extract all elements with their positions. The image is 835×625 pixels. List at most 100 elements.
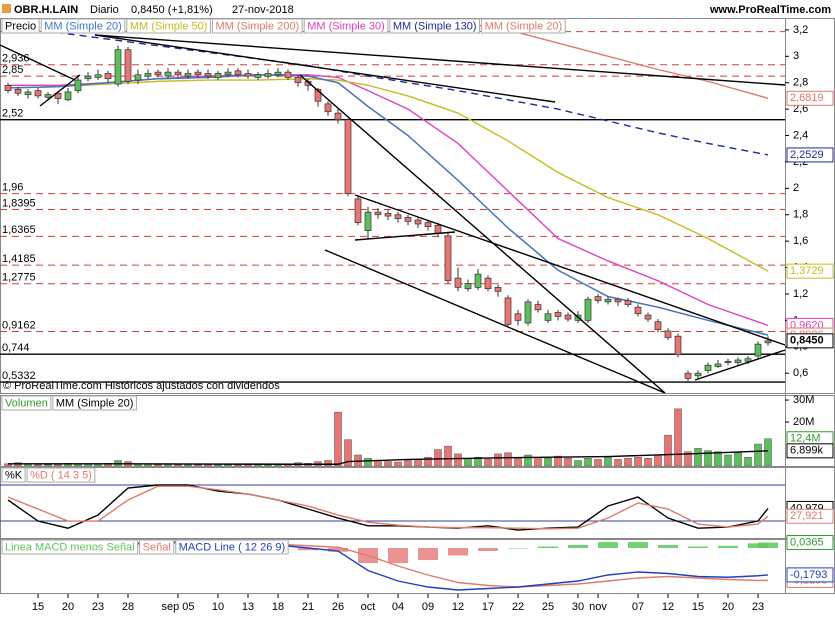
candle-body [654, 321, 662, 330]
trendline [354, 231, 456, 241]
y-tick-label: 30M [793, 394, 814, 406]
volume-bar [624, 458, 632, 466]
x-tick-label: 20 [722, 601, 734, 613]
volume-bar [494, 453, 502, 466]
volume-bar [514, 458, 522, 466]
candle-body [114, 49, 122, 85]
candle-body [274, 71, 282, 76]
candle-body [124, 49, 132, 82]
volume-bar [694, 448, 702, 466]
level-label: 2,936 [2, 53, 30, 65]
candle-body [354, 198, 362, 224]
y-tick-label: 0,6 [793, 367, 808, 379]
volume-bar [714, 451, 722, 466]
level-label: 0,5332 [2, 370, 36, 382]
y-tick-label: 2,8 [793, 77, 808, 89]
candle-body [294, 77, 302, 84]
value-label: 2,2529 [790, 149, 824, 161]
quote: 0,8450 (+1,81%) [131, 4, 213, 16]
volume-bar [194, 464, 202, 466]
candle-body [564, 314, 572, 320]
level-label: 1,2775 [2, 272, 36, 284]
volume-bar [644, 458, 652, 466]
volume-bar [574, 460, 582, 466]
candle-body [244, 73, 252, 77]
level-label: 1,6365 [2, 224, 36, 236]
candle-body [264, 73, 272, 77]
value-label-box [786, 147, 834, 163]
candle-body [204, 73, 212, 77]
candle-body [154, 71, 162, 76]
x-tick-label: 12 [452, 601, 464, 613]
series-line [7, 78, 769, 272]
legend-box [40, 18, 126, 34]
candle-body [464, 283, 472, 290]
legend-label: Señal [143, 541, 171, 553]
x-tick-label: nov [589, 601, 607, 613]
candle-body [514, 313, 522, 321]
candle-body [224, 71, 232, 76]
histogram-bar [418, 548, 438, 560]
histogram-bar [658, 545, 678, 548]
histogram-bar [388, 548, 408, 563]
candle-body [94, 74, 102, 78]
volume-bar [54, 464, 62, 466]
trendline [94, 34, 556, 103]
value-label-box [786, 333, 834, 349]
y-tick-label: 2,4 [793, 129, 808, 141]
x-tick-label: 23 [752, 601, 764, 613]
candle-body [534, 304, 542, 311]
candle-body [474, 273, 482, 288]
volume-bar [24, 463, 32, 466]
legend-label: Precio [5, 20, 36, 32]
candle-body [64, 91, 72, 101]
candle-body [104, 73, 112, 80]
chart-note: © ProRealTime.com Históricos ajustados c… [3, 380, 280, 392]
candle-body [54, 92, 62, 99]
legend-box [175, 539, 289, 555]
histogram-bar [628, 542, 648, 548]
legend-box [126, 18, 211, 34]
candle-body [394, 214, 402, 220]
legend-label: MM (Simple 200) [215, 20, 299, 32]
legend-label: MM (Simple 30) [307, 20, 385, 32]
legend-box [1, 18, 40, 34]
volume-bar [214, 464, 222, 466]
volume-panel [4, 408, 772, 466]
volume-bar [704, 450, 712, 466]
histogram-bar [718, 545, 738, 548]
volume-bar [334, 411, 342, 466]
candle-body [754, 343, 762, 357]
volume-bar [734, 452, 742, 466]
date: 27-nov-2018 [232, 4, 294, 16]
trendline [0, 44, 76, 81]
value-label: 0,0365 [790, 536, 824, 548]
histogram-bar [758, 542, 778, 548]
value-label-box [786, 443, 834, 459]
x-tick-label: 20 [62, 601, 74, 613]
volume-bar [754, 443, 762, 466]
volume-bar [684, 451, 692, 466]
volume-bar [44, 464, 52, 466]
value-label-box [786, 567, 834, 583]
level-label: 1,96 [2, 182, 23, 194]
candle-body [554, 312, 562, 317]
stochastic-panel [0, 484, 785, 531]
x-tick-label: 28 [122, 601, 134, 613]
trendline [354, 194, 785, 346]
candle-body [434, 224, 442, 234]
y-tick-label: 2,6 [793, 103, 808, 115]
volume-bar [554, 455, 562, 466]
volume-bar [764, 438, 772, 466]
candle-body [374, 211, 382, 216]
value-label: 12,4M [790, 433, 821, 445]
trendlines [0, 34, 785, 393]
volume-bar [634, 456, 642, 466]
y-tick-label: 1,8 [793, 209, 808, 221]
legend-box [211, 18, 303, 34]
volume-bar [524, 454, 532, 466]
volume-bar [344, 439, 352, 466]
candle-body [4, 84, 12, 91]
volume-bar [604, 456, 612, 466]
